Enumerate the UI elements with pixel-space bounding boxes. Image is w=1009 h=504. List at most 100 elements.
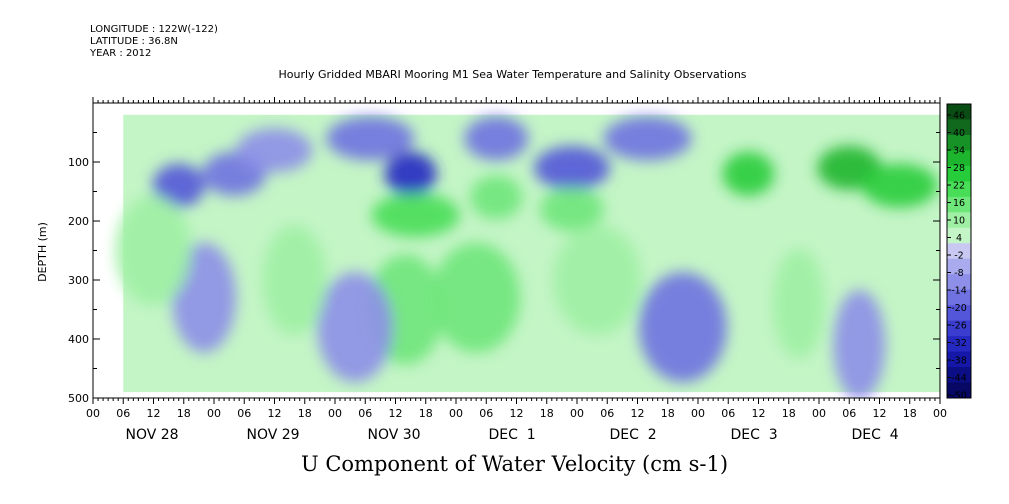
heatmap-cell [533, 145, 610, 190]
x-tick-label: 00 [86, 407, 100, 420]
x-axis: 00 06 12 18 00 06 12 18 00 06 12 18 00 06 12 18 00 06 12 18… [86, 97, 947, 443]
colorbar-label: 28 [953, 163, 965, 174]
heatmap-cell [317, 272, 394, 383]
y-axis: 100 200 300 400 500 [68, 132, 940, 405]
heatmap-cell [152, 163, 205, 208]
x-tick-label: 00 [933, 407, 947, 420]
x-day-label: DEC 4 [852, 427, 899, 443]
heatmap-cell [603, 116, 692, 161]
colorbar-label: -38 [951, 356, 967, 367]
colorbar-swatch [947, 243, 971, 260]
x-tick-label: 06 [358, 407, 372, 420]
heatmap-cell [833, 289, 886, 398]
heatmap-cell [115, 195, 192, 306]
colorbar-swatch [947, 134, 971, 151]
colorbar-label: 46 [953, 111, 965, 122]
y-axis-label: DEPTH (m) [36, 222, 49, 282]
colorbar-swatch [947, 274, 971, 291]
heatmap-cell [262, 225, 327, 335]
colorbar-swatch [947, 367, 971, 384]
x-tick-label: 00 [570, 407, 584, 420]
x-tick-label: 12 [389, 407, 403, 420]
colorbar-swatch [947, 258, 971, 275]
latitude-label: LATITUDE : 36.8N [90, 36, 178, 47]
x-tick-label: 12 [268, 407, 282, 420]
y-tick-label: 500 [68, 392, 89, 405]
y-tick-label: 200 [68, 215, 89, 228]
x-day-label: NOV 30 [368, 427, 421, 443]
plot-area [115, 114, 940, 398]
x-tick-label: 18 [661, 407, 675, 420]
colorbar-swatch [947, 336, 971, 353]
x-tick-label: 12 [752, 407, 766, 420]
x-tick-label: 18 [903, 407, 917, 420]
colorbar-swatch [947, 351, 971, 368]
colorbar-swatch [947, 150, 971, 167]
colorbar-swatch [947, 320, 971, 337]
x-tick-label: 18 [540, 407, 554, 420]
x-tick-label: 12 [873, 407, 887, 420]
x-axis-label: U Component of Water Velocity (cm s-1) [300, 452, 729, 476]
heatmap-cell [236, 128, 313, 173]
x-day-label: NOV 29 [247, 427, 300, 443]
x-tick-label: 12 [510, 407, 524, 420]
colorbar-label: -44 [951, 373, 967, 384]
x-tick-label: 06 [721, 407, 735, 420]
y-tick-label: 100 [68, 156, 89, 169]
colorbar-label: 22 [953, 181, 965, 192]
colorbar-swatch [947, 165, 971, 182]
colorbar-swatch [947, 104, 971, 120]
heatmap-field [115, 114, 940, 398]
heatmap-features [115, 116, 938, 398]
chart-title: Hourly Gridded MBARI Mooring M1 Sea Wate… [278, 68, 747, 81]
x-tick-label: 00 [449, 407, 463, 420]
heatmap-cell [371, 193, 460, 238]
longitude-label: LONGITUDE : 122W(-122) [90, 24, 218, 35]
x-tick-label: 00 [691, 407, 705, 420]
heatmap-cell [638, 272, 727, 383]
colorbar-label: -20 [951, 303, 967, 314]
x-day-label: DEC 1 [489, 427, 536, 443]
colorbar-swatch [947, 305, 971, 322]
heatmap-cell [464, 116, 529, 161]
x-tick-label: 00 [207, 407, 221, 420]
x-tick-label: 06 [600, 407, 614, 420]
colorbar-label: 10 [953, 216, 965, 227]
colorbar-swatch [947, 382, 971, 399]
heatmap-cell [384, 151, 437, 196]
heatmap-cell [326, 116, 415, 161]
colorbar-frame [946, 103, 972, 399]
colorbar-swatch [947, 181, 971, 198]
colorbar-label: -50 [951, 391, 967, 402]
x-day-label: NOV 28 [126, 427, 179, 443]
heatmap-cell [470, 175, 523, 220]
x-tick-label: 12 [631, 407, 645, 420]
x-tick-label: 06 [116, 407, 130, 420]
colorbar: 46 40 34 28 22 16 10 4 -2 -8 -14 -20 -26 -32 -38 -44 -50 [946, 103, 972, 402]
location-metadata: LONGITUDE : 122W(-122) LATITUDE : 36.8N … [90, 24, 218, 60]
x-tick-label: 06 [479, 407, 493, 420]
x-tick-label: 00 [812, 407, 826, 420]
heatmap-cell [432, 242, 521, 353]
x-day-label: DEC 2 [610, 427, 657, 443]
heatmap-cell [553, 225, 642, 335]
x-tick-label: 18 [177, 407, 191, 420]
colorbar-label: -2 [954, 251, 963, 262]
heatmap-cell [539, 187, 604, 232]
colorbar-swatch [947, 289, 971, 306]
colorbar-label: -32 [951, 338, 967, 349]
heatmap-cell [861, 163, 938, 208]
colorbar-swatch [947, 212, 971, 229]
y-tick-label: 400 [68, 333, 89, 346]
x-day-label: DEC 3 [731, 427, 778, 443]
x-tick-label: 18 [298, 407, 312, 420]
colorbar-label: 16 [953, 198, 965, 209]
heatmap-cell [722, 151, 775, 196]
x-tick-label: 06 [237, 407, 251, 420]
y-tick-label: 300 [68, 274, 89, 287]
colorbar-label: 34 [953, 146, 965, 157]
x-tick-label: 00 [328, 407, 342, 420]
colorbar-swatch [947, 227, 971, 244]
heatmap-cell [772, 248, 825, 359]
